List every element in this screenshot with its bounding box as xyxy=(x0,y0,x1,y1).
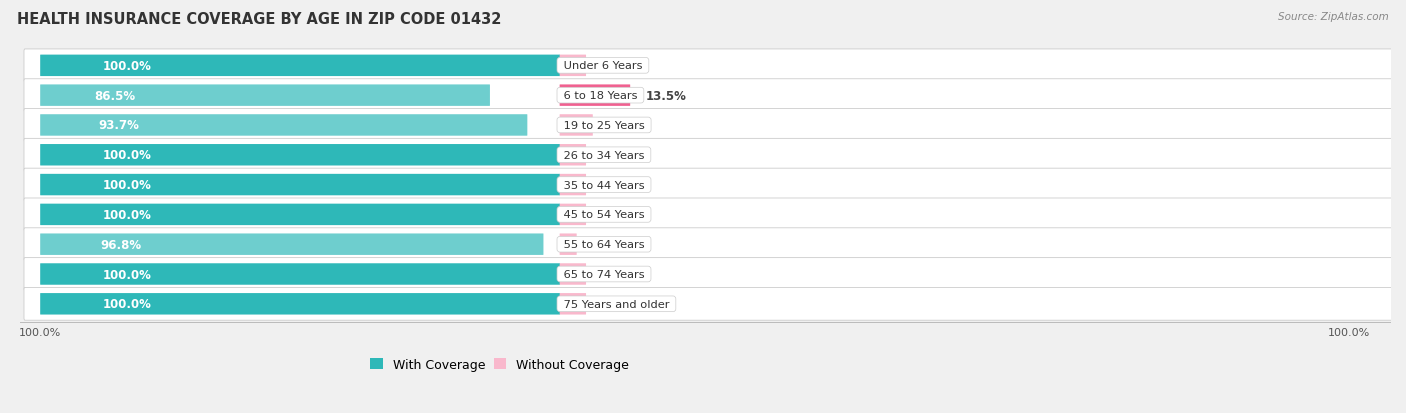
Text: HEALTH INSURANCE COVERAGE BY AGE IN ZIP CODE 01432: HEALTH INSURANCE COVERAGE BY AGE IN ZIP … xyxy=(17,12,502,27)
FancyBboxPatch shape xyxy=(560,234,576,255)
Text: 100.0%: 100.0% xyxy=(103,179,152,192)
FancyBboxPatch shape xyxy=(41,174,560,196)
FancyBboxPatch shape xyxy=(24,169,1398,202)
FancyBboxPatch shape xyxy=(24,50,1398,83)
Text: 0.0%: 0.0% xyxy=(602,268,634,281)
FancyBboxPatch shape xyxy=(560,204,586,225)
FancyBboxPatch shape xyxy=(24,199,1398,231)
Text: 0.0%: 0.0% xyxy=(602,60,634,73)
Text: 19 to 25 Years: 19 to 25 Years xyxy=(560,121,648,131)
Text: 100.0%: 100.0% xyxy=(103,268,152,281)
Text: 13.5%: 13.5% xyxy=(645,90,686,102)
Text: 0.0%: 0.0% xyxy=(602,298,634,311)
Text: 100.0%: 100.0% xyxy=(103,60,152,73)
FancyBboxPatch shape xyxy=(41,234,544,255)
Text: 93.7%: 93.7% xyxy=(98,119,139,132)
FancyBboxPatch shape xyxy=(560,115,593,136)
FancyBboxPatch shape xyxy=(560,145,586,166)
FancyBboxPatch shape xyxy=(24,80,1398,112)
FancyBboxPatch shape xyxy=(24,288,1398,320)
FancyBboxPatch shape xyxy=(41,293,560,315)
Text: 45 to 54 Years: 45 to 54 Years xyxy=(560,210,648,220)
FancyBboxPatch shape xyxy=(41,55,560,77)
Text: 6.3%: 6.3% xyxy=(609,119,641,132)
FancyBboxPatch shape xyxy=(560,174,586,196)
Text: 100.0%: 100.0% xyxy=(20,327,62,337)
FancyBboxPatch shape xyxy=(41,263,560,285)
Text: 6 to 18 Years: 6 to 18 Years xyxy=(560,91,641,101)
Text: 100.0%: 100.0% xyxy=(103,149,152,162)
FancyBboxPatch shape xyxy=(24,228,1398,261)
FancyBboxPatch shape xyxy=(24,109,1398,142)
Text: 55 to 64 Years: 55 to 64 Years xyxy=(560,240,648,249)
FancyBboxPatch shape xyxy=(24,258,1398,291)
Text: Under 6 Years: Under 6 Years xyxy=(560,61,645,71)
Text: 3.2%: 3.2% xyxy=(592,238,624,251)
Text: 65 to 74 Years: 65 to 74 Years xyxy=(560,269,648,279)
Text: 0.0%: 0.0% xyxy=(602,209,634,221)
FancyBboxPatch shape xyxy=(560,85,630,107)
FancyBboxPatch shape xyxy=(560,293,586,315)
Legend: With Coverage, Without Coverage: With Coverage, Without Coverage xyxy=(370,358,628,371)
FancyBboxPatch shape xyxy=(41,115,527,136)
Text: 35 to 44 Years: 35 to 44 Years xyxy=(560,180,648,190)
Text: 96.8%: 96.8% xyxy=(101,238,142,251)
FancyBboxPatch shape xyxy=(560,263,586,285)
Text: 0.0%: 0.0% xyxy=(602,179,634,192)
Text: 100.0%: 100.0% xyxy=(1329,327,1371,337)
FancyBboxPatch shape xyxy=(560,55,586,77)
Text: Source: ZipAtlas.com: Source: ZipAtlas.com xyxy=(1278,12,1389,22)
Text: 26 to 34 Years: 26 to 34 Years xyxy=(560,150,648,160)
FancyBboxPatch shape xyxy=(24,139,1398,172)
Text: 0.0%: 0.0% xyxy=(602,149,634,162)
FancyBboxPatch shape xyxy=(41,204,560,225)
Text: 86.5%: 86.5% xyxy=(94,90,135,102)
FancyBboxPatch shape xyxy=(41,145,560,166)
Text: 75 Years and older: 75 Years and older xyxy=(560,299,673,309)
Text: 100.0%: 100.0% xyxy=(103,298,152,311)
FancyBboxPatch shape xyxy=(41,85,489,107)
Text: 100.0%: 100.0% xyxy=(103,209,152,221)
